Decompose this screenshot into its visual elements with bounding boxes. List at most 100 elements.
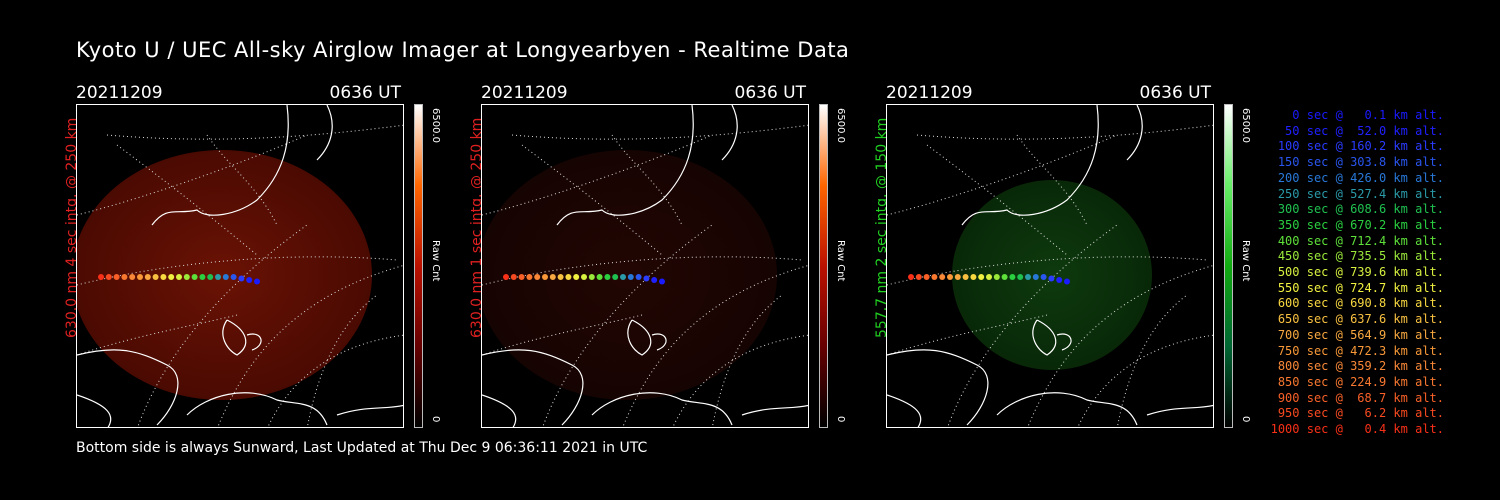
trajectory-point [573, 274, 580, 280]
altitude-legend: 0 sec @ 0.1 km alt. 50 sec @ 52.0 km alt.… [1266, 108, 1444, 438]
trajectory-point [651, 277, 658, 283]
image-panel-3: 20211209 0636 UT 557.7 nm 2 sec intg. @ … [874, 80, 1286, 432]
trajectory-point [254, 278, 260, 285]
trajectory-point [581, 274, 587, 280]
grid-line [887, 134, 1118, 216]
grid-line [947, 224, 1118, 427]
trajectory-point [947, 274, 953, 280]
grid-line [1077, 334, 1213, 427]
coastline [151, 105, 289, 226]
coastline [887, 349, 989, 426]
trajectory-point [939, 274, 946, 280]
colorbar-unit: Raw Cnt [835, 240, 846, 282]
trajectory-point [635, 274, 642, 280]
trajectory-point [191, 274, 198, 280]
trajectory-point [1064, 278, 1070, 285]
grid-line [1016, 134, 1088, 226]
colorbar-min: 0 [1240, 416, 1251, 423]
trajectory-point [993, 274, 1000, 280]
colorbar [1224, 104, 1233, 428]
trajectory-point [238, 275, 245, 282]
legend-entry: 400 sec @ 712.4 km alt. [1277, 233, 1444, 248]
trajectory-point [1056, 277, 1063, 283]
trajectory-point [659, 278, 665, 285]
trajectory-point [970, 274, 977, 280]
legend-entry: 350 sec @ 670.2 km alt. [1277, 217, 1444, 232]
legend-entry: 750 sec @ 472.3 km alt. [1277, 343, 1444, 358]
panel-time: 0636 UT [734, 83, 807, 103]
trajectory-point [518, 274, 525, 280]
grid-line [137, 224, 308, 427]
coastline [77, 349, 179, 426]
coastline [222, 319, 247, 356]
grid-line [106, 124, 403, 140]
coastline [556, 105, 694, 226]
trajectory-point [503, 274, 509, 280]
panel-time: 0636 UT [1139, 83, 1212, 103]
colorbar-unit: Raw Cnt [430, 240, 441, 282]
colorbar-max: 6500.0 [430, 108, 441, 143]
trajectory-point [113, 274, 120, 280]
trajectory-point [954, 274, 961, 280]
trajectory-point [129, 274, 136, 280]
trajectory-point [1009, 274, 1016, 280]
colorbar [819, 104, 828, 428]
colorbar [414, 104, 423, 428]
coastline [1056, 333, 1072, 351]
coastline [996, 392, 1138, 426]
grid-line [511, 124, 808, 140]
panel-date: 20211209 [886, 83, 973, 103]
grid-line [672, 334, 808, 427]
grid-line [482, 134, 713, 216]
trajectory-point [1025, 274, 1031, 280]
colorbar-max: 6500.0 [835, 108, 846, 143]
colorbar-min: 0 [430, 416, 441, 423]
trajectory-point [215, 274, 221, 280]
trajectory-point [183, 274, 190, 280]
legend-entry: 650 sec @ 637.6 km alt. [1277, 312, 1444, 327]
trajectory-point [931, 274, 938, 280]
grid-line [916, 124, 1213, 140]
trajectory-point [588, 274, 595, 280]
coastline [721, 105, 738, 161]
legend-entry: 100 sec @ 160.2 km alt. [1277, 139, 1444, 154]
trajectory-point [144, 274, 151, 280]
legend-entry: 450 sec @ 735.5 km alt. [1277, 249, 1444, 264]
grid-line [77, 134, 308, 216]
coastline [186, 392, 328, 426]
legend-entry: 150 sec @ 303.8 km alt. [1277, 155, 1444, 170]
legend-entry: 800 sec @ 359.2 km alt. [1277, 359, 1444, 374]
legend-entry: 950 sec @ 6.2 km alt. [1277, 406, 1444, 421]
coastline [1126, 105, 1143, 161]
trajectory-point [105, 274, 112, 280]
trajectory-point [1001, 274, 1008, 280]
trajectory-point [121, 274, 128, 280]
coastline [651, 333, 667, 351]
colorbar-unit: Raw Cnt [1240, 240, 1251, 282]
legend-entry: 0 sec @ 0.1 km alt. [1292, 108, 1444, 122]
trajectory-point [168, 274, 175, 280]
legend-entry: 550 sec @ 724.7 km alt. [1277, 280, 1444, 295]
allsky-image [481, 104, 809, 428]
legend-entry: 900 sec @ 68.7 km alt. [1277, 390, 1444, 405]
trajectory-point [246, 277, 253, 283]
allsky-image [76, 104, 404, 428]
image-panel-1: 20211209 0636 UT 630.0 nm 4 sec intg. @ … [64, 80, 476, 432]
trajectory-point [222, 274, 229, 280]
colorbar-max: 6500.0 [1240, 108, 1251, 143]
trajectory-point [604, 274, 611, 280]
trajectory-point [1032, 274, 1039, 280]
legend-entry: 600 sec @ 690.8 km alt. [1277, 296, 1444, 311]
legend-entry: 850 sec @ 224.9 km alt. [1277, 374, 1444, 389]
coastline [316, 105, 333, 161]
coastline [482, 394, 517, 427]
trajectory-point [152, 274, 159, 280]
panel-date: 20211209 [481, 83, 568, 103]
trajectory-point [557, 274, 564, 280]
panel-date: 20211209 [76, 83, 163, 103]
coastline [627, 319, 652, 356]
trajectory-point [1017, 274, 1024, 280]
legend-entry: 50 sec @ 52.0 km alt. [1285, 123, 1444, 138]
trajectory-point [962, 274, 969, 280]
coastline [741, 404, 808, 416]
